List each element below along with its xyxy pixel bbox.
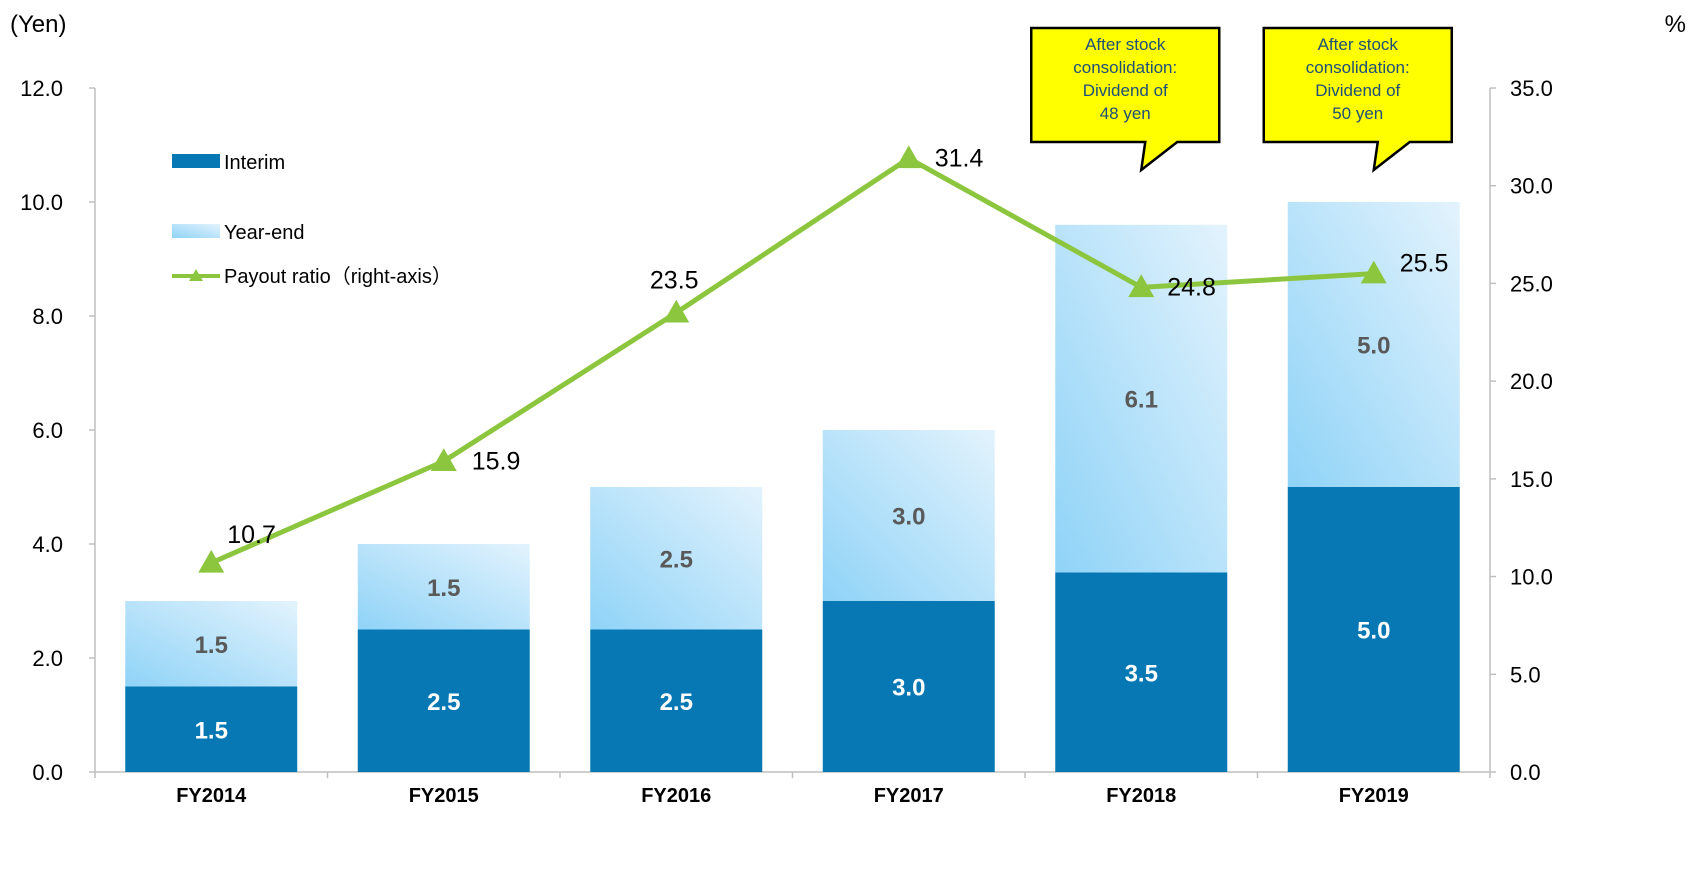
right-tick-label: 5.0 xyxy=(1510,662,1541,687)
bar-label-year-end: 6.1 xyxy=(1125,387,1158,414)
right-tick-label: 20.0 xyxy=(1510,369,1553,394)
payout-ratio-label: 23.5 xyxy=(650,267,699,295)
callouts: After stock consolidation: Dividend of 48 y… xyxy=(1030,26,1453,173)
callout-text-line: Dividend of xyxy=(1315,81,1400,100)
left-tick-label: 8.0 xyxy=(32,304,63,329)
bar-label-interim: 3.5 xyxy=(1125,660,1158,687)
category-label: FY2015 xyxy=(409,785,479,807)
payout-ratio-marker xyxy=(1128,274,1155,298)
left-tick-label: 12.0 xyxy=(20,76,63,101)
bar-year-end xyxy=(125,601,298,687)
bar-interim xyxy=(357,629,530,772)
legend-swatch-year-end xyxy=(172,224,220,238)
payout-ratio-label: 10.7 xyxy=(227,521,276,549)
bar-label-interim: 5.0 xyxy=(1357,618,1390,645)
category-label: FY2019 xyxy=(1339,785,1409,807)
right-tick-label: 25.0 xyxy=(1510,271,1553,296)
callout-box xyxy=(1262,26,1453,173)
payout-ratio-label: 15.9 xyxy=(472,447,521,475)
bar-label-year-end: 3.0 xyxy=(892,504,925,531)
payout-ratio-marker xyxy=(198,549,225,573)
bar-label-interim: 2.5 xyxy=(427,689,460,716)
right-tick-label: 30.0 xyxy=(1510,174,1553,199)
bar-label-year-end: 1.5 xyxy=(195,632,228,659)
category-label: FY2017 xyxy=(874,785,944,807)
left-tick-label: 6.0 xyxy=(32,418,63,443)
bar-label-year-end: 2.5 xyxy=(660,546,693,573)
callout-text-line: consolidation: xyxy=(1073,58,1177,77)
callout-text-line: 50 yen xyxy=(1332,104,1383,123)
right-unit-label: % xyxy=(1665,11,1686,38)
left-tick-label: 2.0 xyxy=(32,646,63,671)
right-tick-label: 15.0 xyxy=(1510,467,1553,492)
callout-text-line: consolidation: xyxy=(1306,58,1410,77)
bar-label-interim: 3.0 xyxy=(892,675,925,702)
bar-label-interim: 1.5 xyxy=(195,717,228,744)
left-tick-label: 4.0 xyxy=(32,532,63,557)
right-tick-label: 10.0 xyxy=(1510,565,1553,590)
bar-year-end xyxy=(1287,202,1460,487)
callout-text-line: 48 yen xyxy=(1100,104,1151,123)
legend-label-payout: Payout ratio（right-axis） xyxy=(224,265,452,288)
payout-ratio-marker xyxy=(430,448,457,472)
payout-ratio-marker xyxy=(1360,260,1387,284)
payout-ratio-label: 24.8 xyxy=(1167,273,1216,301)
bar-label-year-end: 5.0 xyxy=(1357,333,1390,360)
bar-interim xyxy=(590,629,763,772)
payout-ratio-marker xyxy=(663,299,690,323)
left-unit-label: (Yen) xyxy=(10,11,66,38)
category-label: FY2014 xyxy=(176,785,247,807)
left-tick-label: 0.0 xyxy=(32,760,63,785)
bar-year-end xyxy=(822,430,995,601)
bar-year-end xyxy=(590,487,763,630)
payout-ratio-line: 10.7 15.9 23.5 31.4 24.8 25.5 xyxy=(198,144,1449,573)
category-label: FY2016 xyxy=(641,785,711,807)
left-tick-label: 10.0 xyxy=(20,190,63,215)
bar-interim xyxy=(822,601,995,772)
bar-interim xyxy=(1287,487,1460,772)
bar-year-end xyxy=(357,544,530,630)
callout-box xyxy=(1030,26,1221,173)
right-tick-label: 0.0 xyxy=(1510,760,1541,785)
bar-interim xyxy=(1055,572,1228,772)
callout-text-line: Dividend of xyxy=(1083,81,1168,100)
payout-ratio-marker xyxy=(895,145,922,169)
bar-interim xyxy=(125,686,298,772)
legend-swatch-interim xyxy=(172,154,220,168)
payout-ratio-label: 31.4 xyxy=(935,144,984,172)
legend-swatch-payout-marker xyxy=(189,269,203,281)
callout-text-line: After stock xyxy=(1318,35,1399,54)
bar-label-interim: 2.5 xyxy=(660,689,693,716)
right-tick-label: 35.0 xyxy=(1510,76,1553,101)
bar-label-year-end: 1.5 xyxy=(427,575,460,602)
axes: 0.0 2.0 4.0 6.0 8.0 10.0 12.0 0.0 5.0 10.0 15.0 20.… xyxy=(10,11,1686,807)
legend-label-interim: Interim xyxy=(224,152,285,174)
payout-ratio-polyline xyxy=(210,155,1374,566)
category-label: FY2018 xyxy=(1106,785,1176,807)
legend: Interim Year-end Payout ratio（right-axis） xyxy=(172,152,452,288)
legend-label-year-end: Year-end xyxy=(224,222,304,244)
payout-ratio-label: 25.5 xyxy=(1400,250,1449,278)
callout-text-line: After stock xyxy=(1085,35,1166,54)
